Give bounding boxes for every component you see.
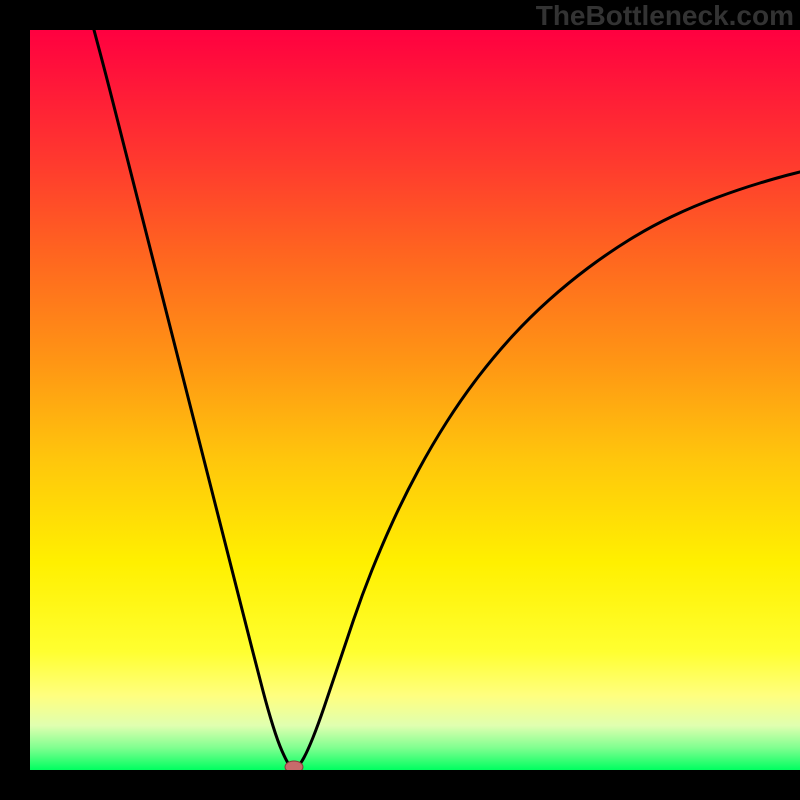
bottleneck-marker [285, 761, 303, 770]
chart-frame: TheBottleneck.com [0, 0, 800, 800]
gradient-chart [30, 30, 800, 770]
watermark-text: TheBottleneck.com [536, 0, 794, 32]
gradient-background [30, 30, 800, 770]
plot-area [30, 30, 800, 770]
